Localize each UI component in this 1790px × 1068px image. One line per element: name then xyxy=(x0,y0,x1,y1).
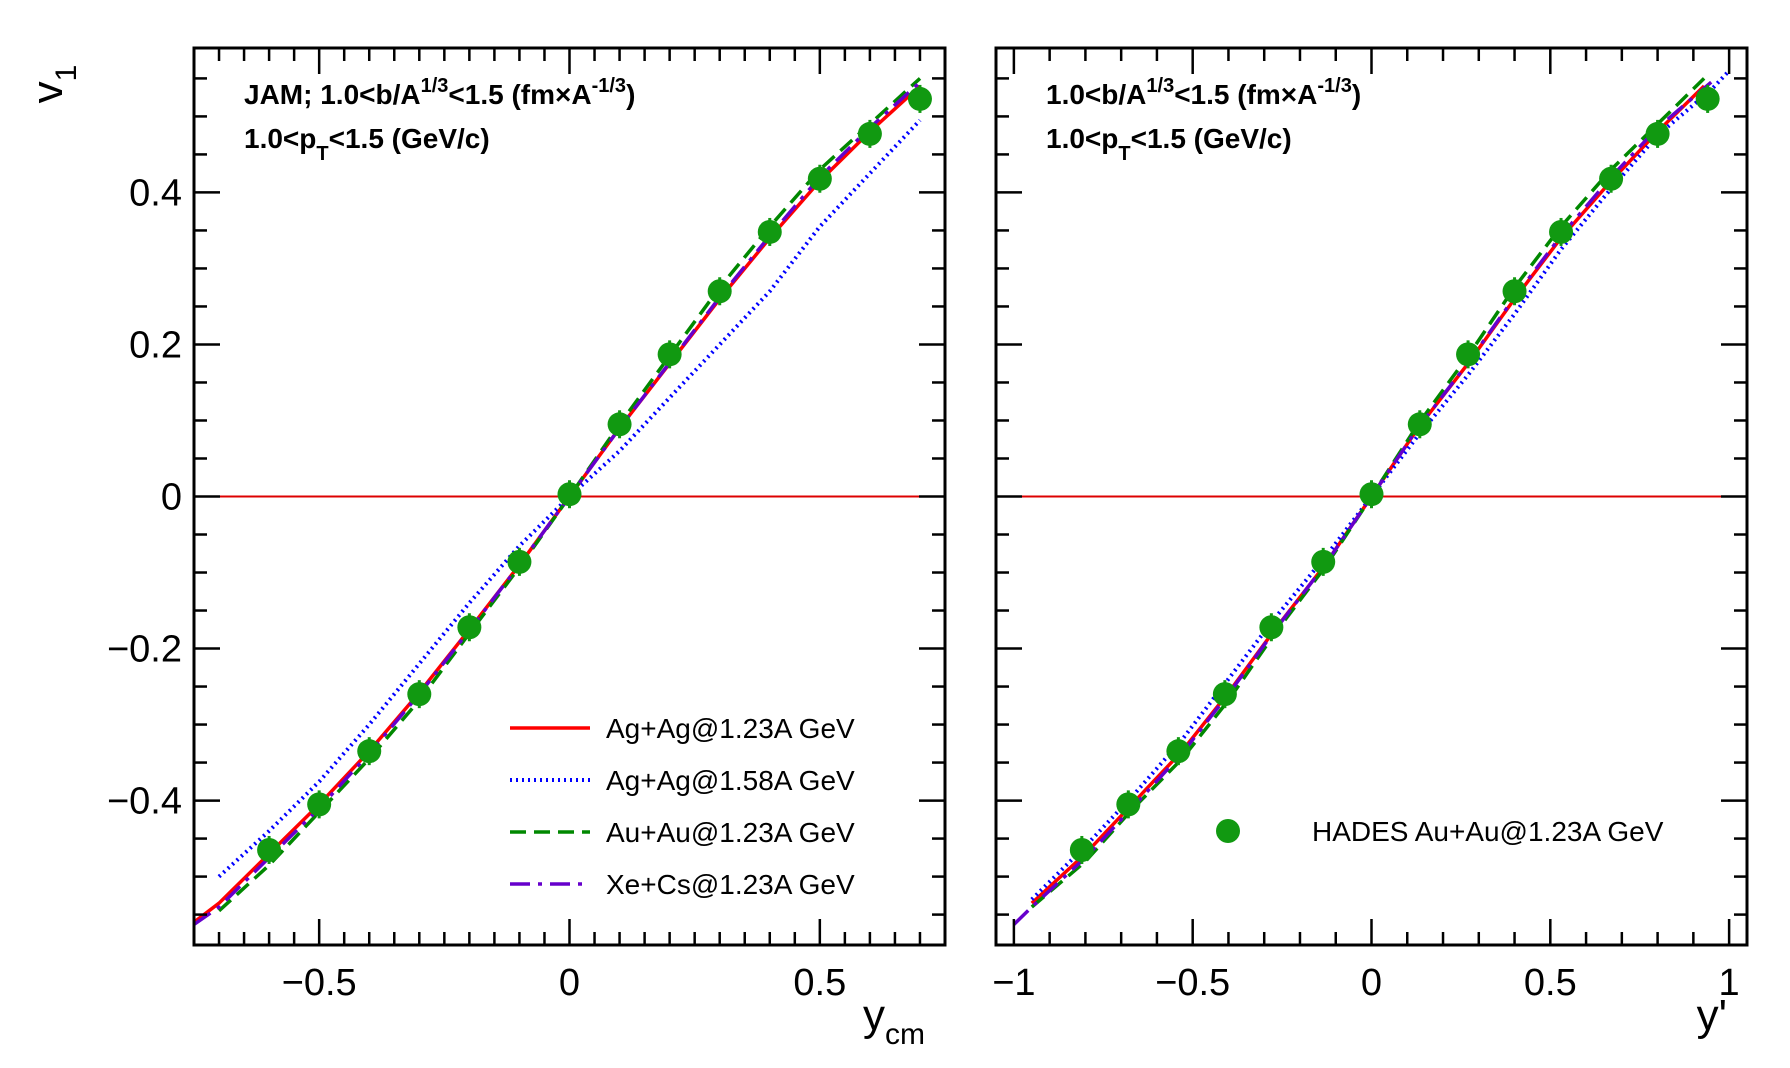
plot-area xyxy=(194,77,932,926)
x-tick-label: 0.5 xyxy=(793,962,846,1004)
data-point-hades xyxy=(1069,837,1094,862)
data-point-hades xyxy=(307,792,332,817)
data-point-hades xyxy=(1456,342,1481,367)
data-point-hades xyxy=(257,837,282,862)
x-tick-label: 0 xyxy=(559,962,580,1004)
panel-2: −1 −0.5 0 0.5 1y' 1.0<b/A1/3<1.5 (fm×A-1/3) 1.… xyxy=(992,46,1749,1040)
legend: HADES Au+Au@1.23A GeV xyxy=(1216,816,1664,847)
legend: Ag+Ag@1.23A GeV Ag+Ag@1.58A GeV Au+Au@1.23… xyxy=(510,713,855,900)
annotation-line-2: 1.0<pT<1.5 (GeV/c) xyxy=(244,123,490,165)
data-point-hades xyxy=(1599,166,1624,191)
series-line-1 xyxy=(1030,69,1731,901)
data-point-hades xyxy=(1645,121,1670,146)
data-point-hades xyxy=(407,682,432,707)
data-point-hades xyxy=(1116,792,1141,817)
y-tick-label: −0.2 xyxy=(107,629,182,671)
series-line-3 xyxy=(194,80,922,926)
x-axis-title: ycm xyxy=(863,991,925,1051)
legend-entry-2: Au+Au@1.23A GeV xyxy=(606,817,855,848)
x-tick-label: −1 xyxy=(992,962,1035,1004)
data-point-hades xyxy=(807,166,832,191)
data-point-hades xyxy=(357,739,382,764)
data-point-hades xyxy=(607,412,632,437)
data-point-hades xyxy=(1695,86,1720,111)
data-point-hades xyxy=(1502,279,1527,304)
annotation-line-1: JAM; 1.0<b/A1/3<1.5 (fm×A-1/3) xyxy=(244,75,635,110)
x-tick-label: 1 xyxy=(1719,962,1740,1004)
data-point-hades xyxy=(1549,219,1574,244)
data-point-hades xyxy=(1311,549,1336,574)
data-point-hades xyxy=(707,279,732,304)
y-axis-title: v1 xyxy=(23,65,83,104)
y-tick-label: 0.2 xyxy=(129,324,182,366)
data-point-hades xyxy=(857,121,882,146)
annotation-line-1: 1.0<b/A1/3<1.5 (fm×A-1/3) xyxy=(1046,75,1361,110)
x-tick-label: −0.5 xyxy=(282,962,357,1004)
data-point-hades xyxy=(1359,482,1384,507)
y-tick-label: 0.4 xyxy=(129,172,182,214)
data-point-hades xyxy=(907,86,932,111)
x-tick-label: 0 xyxy=(1361,962,1382,1004)
data-point-hades xyxy=(1407,412,1432,437)
data-point-hades xyxy=(657,342,682,367)
plot-area xyxy=(1012,69,1731,926)
data-point-hades xyxy=(457,615,482,640)
data-point-hades xyxy=(1166,739,1191,764)
x-tick-label: 0.5 xyxy=(1524,962,1577,1004)
x-tick-label: −0.5 xyxy=(1155,962,1230,1004)
y-tick-label: −0.4 xyxy=(107,781,182,823)
annotation-line-2: 1.0<pT<1.5 (GeV/c) xyxy=(1046,123,1292,165)
legend-marker-4 xyxy=(1216,819,1240,843)
data-point-hades xyxy=(557,482,582,507)
legend-entry-0: Ag+Ag@1.23A GeV xyxy=(606,713,855,744)
data-point-hades xyxy=(757,219,782,244)
series-line-3 xyxy=(1012,80,1713,926)
data-point-hades xyxy=(1212,682,1237,707)
y-tick-label: 0 xyxy=(161,477,182,519)
data-point-hades xyxy=(1259,615,1284,640)
legend-entry-4: HADES Au+Au@1.23A GeV xyxy=(1312,816,1664,847)
data-point-hades xyxy=(507,549,532,574)
panel-1: 0.4 0.2 0 −0.2 −0.4 −0.5 0 0.5 ycm v1 JAM; 1.0<b/A… xyxy=(23,46,947,1051)
legend-entry-3: Xe+Cs@1.23A GeV xyxy=(606,869,855,900)
legend-entry-1: Ag+Ag@1.58A GeV xyxy=(606,765,855,796)
x-axis-title: y' xyxy=(1697,991,1727,1040)
